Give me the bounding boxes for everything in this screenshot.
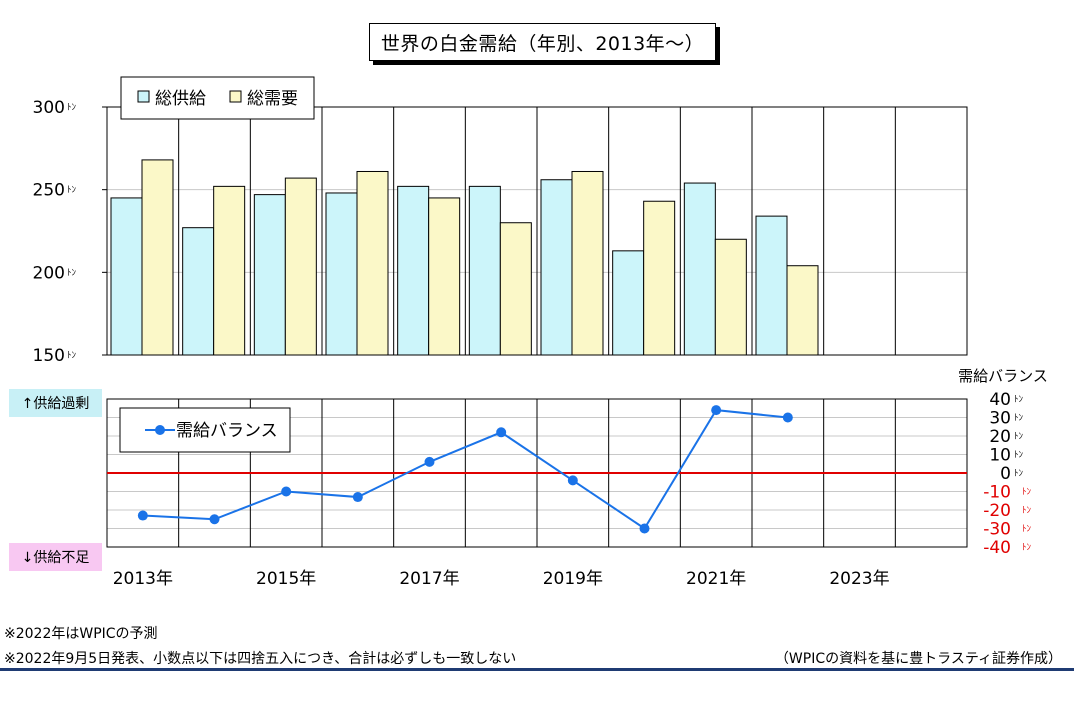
balance-series-line	[142, 409, 788, 530]
balance-y-tick-label: -30	[983, 520, 1011, 540]
source-note: （WPICの資料を基に豊トラスティ証券作成）	[774, 651, 1062, 667]
balance-y-unit-label: ﾄﾝ	[1022, 488, 1032, 498]
demand-bar	[141, 159, 174, 356]
forecast-note: ※2022年はWPICの予測	[4, 626, 158, 642]
supply-bar	[397, 185, 430, 356]
supply-bar	[755, 215, 788, 356]
balance-point	[639, 523, 650, 534]
supply-legend-label: 総供給	[155, 89, 206, 109]
x-tick-label: 2015年	[256, 569, 316, 589]
x-tick-label: 2017年	[399, 569, 459, 589]
balance-point	[567, 475, 578, 486]
demand-legend-swatch	[229, 90, 242, 103]
balance-point	[137, 510, 148, 521]
balance-y-unit-label: ﾄﾝ	[1014, 432, 1024, 442]
x-tick-label: 2013年	[113, 569, 173, 589]
balance-point	[281, 486, 292, 497]
demand-bar	[284, 177, 317, 356]
balance-legend-marker	[155, 425, 165, 435]
balance-y-tick-label: 40	[989, 390, 1011, 410]
balance-y-unit-label: ﾄﾝ	[1014, 469, 1024, 479]
balance-point	[496, 427, 507, 438]
balance-y-tick-label: -20	[983, 501, 1011, 521]
supply-bar	[110, 197, 143, 356]
demand-bar	[499, 222, 532, 356]
demand-bar	[714, 238, 747, 356]
balance-axis-title: 需給バランス	[958, 367, 1048, 385]
bar-y-unit-label: ﾄﾝ	[67, 186, 77, 196]
balance-point	[711, 405, 722, 416]
bar-y-unit-label: ﾄﾝ	[67, 103, 77, 113]
bar-y-tick-label: 300	[33, 98, 65, 118]
demand-bar	[213, 185, 246, 356]
supply-legend-swatch	[137, 90, 150, 103]
oversupply-label: ↑供給過剰	[9, 389, 102, 417]
supply-bar	[468, 185, 501, 356]
balance-y-unit-label: ﾄﾝ	[1022, 506, 1032, 516]
bar-y-tick-label: 250	[33, 181, 65, 201]
balance-point	[209, 514, 220, 525]
balance-y-unit-label: ﾄﾝ	[1014, 414, 1024, 424]
balance-y-tick-label: 30	[989, 409, 1011, 429]
supply-bar	[683, 182, 716, 356]
bar-y-tick-label: 150	[33, 346, 65, 366]
demand-bar	[428, 197, 461, 356]
balance-y-unit-label: ﾄﾝ	[1014, 395, 1024, 405]
balance-y-unit-label: ﾄﾝ	[1014, 451, 1024, 461]
demand-bar	[786, 265, 819, 356]
supply-bar	[612, 250, 645, 356]
balance-y-tick-label: -40	[983, 538, 1011, 558]
bottom-rule	[0, 668, 1074, 671]
x-tick-label: 2019年	[543, 569, 603, 589]
chart-title: 世界の白金需給（年別、2013年～）	[369, 23, 716, 61]
balance-point	[424, 456, 435, 467]
supply-bar	[540, 179, 573, 356]
balance-legend-label: 需給バランス	[176, 421, 278, 441]
balance-y-tick-label: 0	[1000, 464, 1011, 484]
balance-y-unit-label: ﾄﾝ	[1022, 525, 1032, 535]
bar-plot-frame	[106, 106, 968, 356]
supply-bar	[253, 194, 286, 356]
balance-point	[352, 492, 363, 503]
demand-legend-label: 総需要	[247, 89, 298, 109]
rounding-note: ※2022年9月5日発表、小数点以下は四捨五入につき、合計は必ずしも一致しない	[4, 651, 517, 667]
demand-bar	[643, 200, 676, 356]
balance-point	[782, 412, 793, 423]
bar-y-unit-label: ﾄﾝ	[67, 351, 77, 361]
bar-y-tick-label: 200	[33, 263, 65, 283]
balance-y-tick-label: -10	[983, 483, 1011, 503]
bar-legend-box	[120, 76, 315, 120]
balance-y-unit-label: ﾄﾝ	[1022, 543, 1032, 553]
balance-y-tick-label: 20	[989, 427, 1011, 447]
x-tick-label: 2023年	[829, 569, 889, 589]
supply-bar	[325, 192, 358, 356]
bar-y-unit-label: ﾄﾝ	[67, 268, 77, 278]
balance-y-tick-label: 10	[989, 446, 1011, 466]
demand-bar	[571, 170, 604, 356]
x-tick-label: 2021年	[686, 569, 746, 589]
undersupply-label: ↓供給不足	[9, 543, 102, 571]
demand-bar	[356, 170, 389, 356]
supply-bar	[182, 227, 215, 356]
